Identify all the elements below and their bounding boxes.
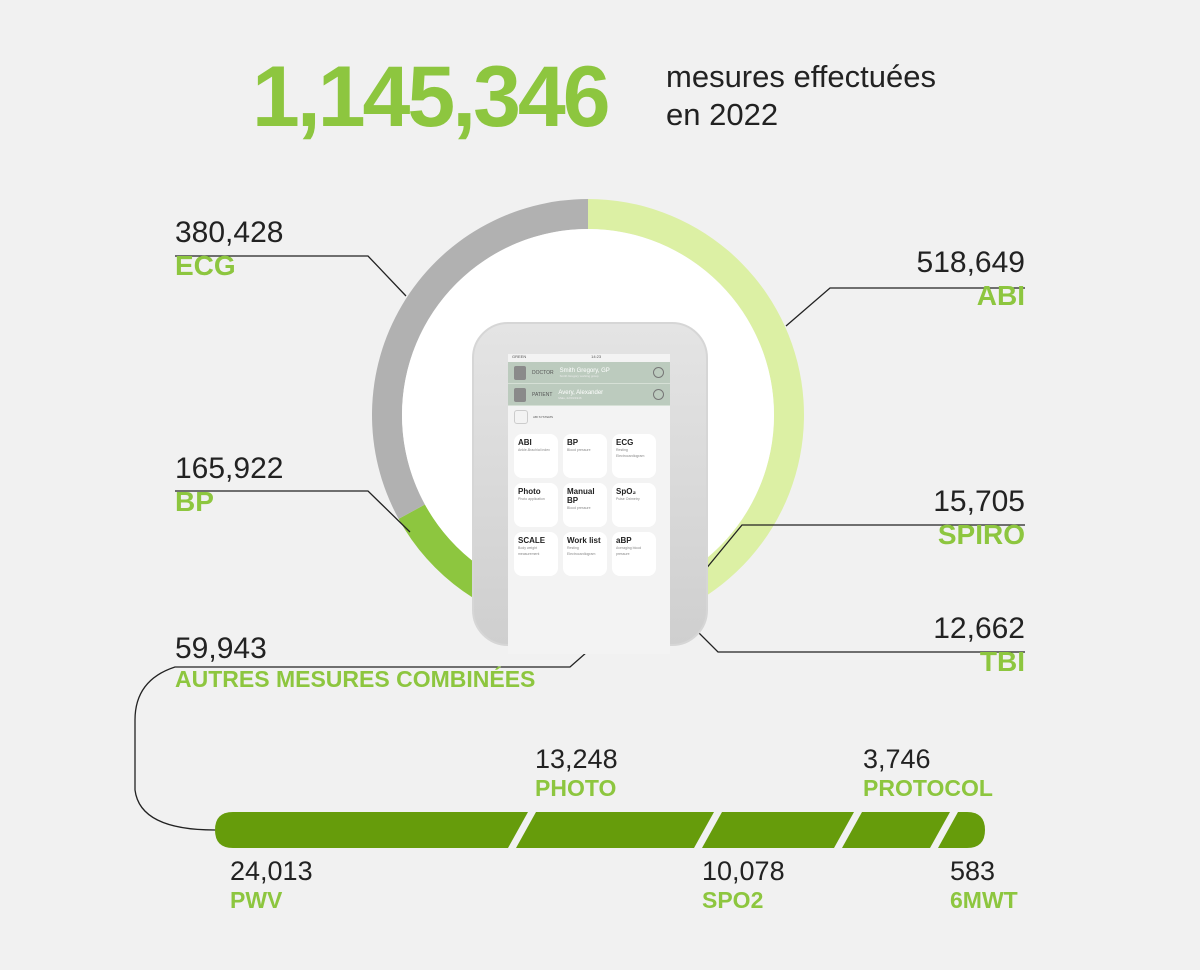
label-abi: 518,649 ABI	[917, 246, 1025, 312]
tile-title: aBP	[616, 536, 632, 545]
bar-segment-spo2	[702, 812, 854, 848]
label-bp: 165,922 BP	[175, 452, 283, 518]
value-tbi: 12,662	[933, 612, 1025, 645]
app-tile[interactable]: SCALE Body weight measurement	[514, 532, 558, 576]
subtitle: mesures effectuées en 2022	[666, 58, 986, 134]
tile-subtitle: Pulse Oximetry	[616, 497, 640, 501]
label-6mwt: 583 6MWT	[950, 856, 1018, 914]
doctor-name: Smith Gregory, GP	[559, 367, 610, 374]
app-tile[interactable]: BP Blood pressure	[563, 434, 607, 478]
leader-abi	[785, 287, 1025, 327]
donut-segment-ecg	[372, 199, 588, 519]
app-tile[interactable]: aBP Averaging blood pressure	[612, 532, 656, 576]
patient-avatar	[514, 387, 526, 402]
patient-role: PATIENT	[532, 391, 553, 398]
tile-title: ABI	[518, 438, 532, 447]
label-tbi: 12,662 TBI	[933, 612, 1025, 678]
value-6mwt: 583	[950, 856, 996, 886]
tile-title: BP	[567, 438, 579, 447]
doctor-row[interactable]: DOCTOR Smith Gregory, GP Smith Gregory wor…	[508, 362, 670, 384]
value-spo2: 10,078	[702, 856, 785, 886]
pulse-icon	[514, 410, 528, 424]
name-6mwt: 6MWT	[950, 887, 1018, 913]
leader-ecg	[175, 255, 407, 297]
name-bp: BP	[175, 486, 214, 517]
label-pwv: 24,013 PWV	[230, 856, 313, 914]
tablet-device: GREEN 14:23 DOCTOR Smith Gregory, GP Smith …	[472, 322, 708, 654]
bar-segment-pwv	[215, 812, 528, 848]
value-spiro: 15,705	[933, 485, 1025, 518]
leader-autres	[134, 629, 613, 831]
doctor-role: DOCTOR	[532, 369, 554, 376]
name-abi: ABI	[976, 280, 1025, 311]
app-tile[interactable]: Photo Photo application	[514, 483, 558, 527]
tile-subtitle: Averaging blood pressure	[616, 546, 642, 556]
patient-name: Avery, Alexander	[558, 389, 604, 396]
doctor-avatar	[514, 365, 526, 380]
close-icon[interactable]	[653, 367, 664, 378]
value-autres: 59,943	[175, 632, 267, 665]
app-tile[interactable]: SpO₂ Pulse Oximetry	[612, 483, 656, 527]
app-tile[interactable]: Manual BP Blood pressure	[563, 483, 607, 527]
name-protocol: PROTOCOL	[863, 775, 993, 801]
status-bar: GREEN 14:23	[508, 354, 670, 362]
name-photo: PHOTO	[535, 775, 617, 801]
tile-subtitle: Resting Electrocardiogram	[616, 448, 645, 458]
app-tile[interactable]: ABI Ankle-Brachial index	[514, 434, 558, 478]
tile-title: Photo	[518, 487, 541, 496]
value-photo: 13,248	[535, 744, 618, 774]
name-tbi: TBI	[979, 646, 1025, 677]
app-tile[interactable]: Work list Resting Electrocardiogram	[563, 532, 607, 576]
patient-sub: Male, 22/01/1946	[558, 395, 582, 400]
value-bp: 165,922	[175, 452, 284, 485]
tile-subtitle: Blood pressure	[567, 506, 591, 510]
tile-title: Work list	[567, 536, 601, 545]
status-left: GREEN	[512, 354, 527, 359]
tile-subtitle: Resting Electrocardiogram	[567, 546, 596, 556]
app-grid: ABI Ankle-Brachial index BP Blood pressure E…	[508, 428, 670, 582]
name-ecg: ECG	[175, 250, 236, 281]
tile-subtitle: Body weight measurement	[518, 546, 540, 556]
name-autres: AUTRES MESURES COMBINÉES	[175, 666, 536, 692]
label-photo: 13,248 PHOTO	[535, 744, 618, 802]
bar-segment-photo	[516, 812, 714, 848]
total-measurements: 1,145,346	[252, 49, 611, 145]
status-time: 14:23	[591, 354, 602, 359]
donut-segment-abi	[588, 199, 804, 621]
subtitle-line2: en 2022	[666, 97, 779, 132]
tile-subtitle: Photo application	[518, 497, 545, 501]
tile-title: Manual BP	[567, 487, 595, 505]
tile-title: SCALE	[518, 536, 546, 545]
leader-bp	[175, 490, 411, 533]
name-spiro: SPIRO	[937, 519, 1025, 550]
value-ecg: 380,428	[175, 216, 284, 249]
label-spo2: 10,078 SPO2	[702, 856, 785, 914]
tablet-screen: GREEN 14:23 DOCTOR Smith Gregory, GP Smith …	[508, 354, 670, 654]
label-ecg: 380,428 ECG	[175, 216, 283, 282]
section-label: ABI SYSTEMS	[533, 415, 554, 419]
value-abi: 518,649	[916, 246, 1025, 279]
value-protocol: 3,746	[863, 744, 931, 774]
subtitle-line1: mesures effectuées	[666, 59, 936, 94]
name-spo2: SPO2	[702, 887, 764, 913]
bar-segment-protocol	[842, 812, 950, 848]
label-autres: 59,943 AUTRES MESURES COMBINÉES	[175, 632, 535, 693]
tile-subtitle: Blood pressure	[567, 448, 591, 452]
close-icon[interactable]	[653, 389, 664, 400]
value-pwv: 24,013	[230, 856, 313, 886]
bar-segment-6mwt	[938, 812, 985, 848]
doctor-sub: Smith Gregory working group	[559, 373, 599, 378]
leader-spiro	[704, 524, 1025, 571]
bar-chart	[215, 812, 985, 848]
label-protocol: 3,746 PROTOCOL	[863, 744, 993, 802]
tile-title: ECG	[616, 438, 634, 447]
tile-title: SpO₂	[616, 487, 636, 496]
tile-subtitle: Ankle-Brachial index	[518, 448, 550, 452]
name-pwv: PWV	[230, 887, 283, 913]
label-spiro: 15,705 SPIRO	[933, 485, 1025, 551]
app-tile[interactable]: ECG Resting Electrocardiogram	[612, 434, 656, 478]
patient-row[interactable]: PATIENT Avery, Alexander Male, 22/01/1946	[508, 384, 670, 406]
